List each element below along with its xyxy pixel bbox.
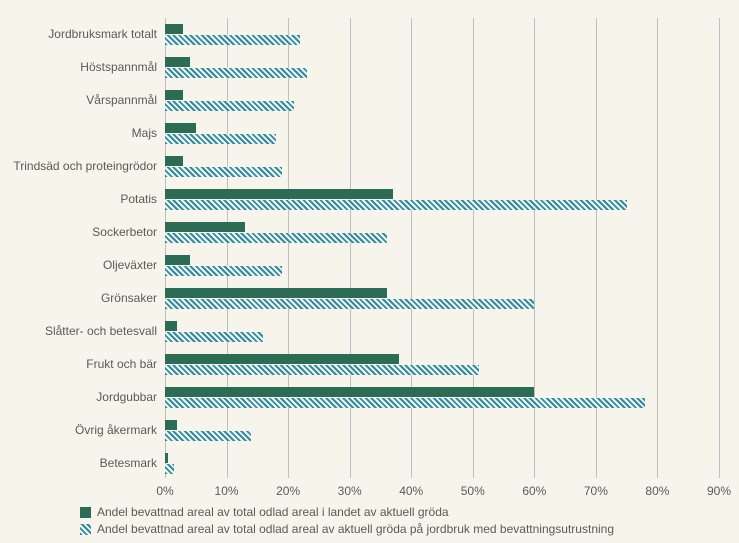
- y-axis-label: Majs: [132, 126, 157, 140]
- bar-series-0: [165, 24, 183, 34]
- bar-series-0: [165, 156, 183, 166]
- gridline: [473, 18, 474, 478]
- y-axis-label: Frukt och bär: [86, 357, 157, 371]
- x-tick-label: 70%: [584, 484, 608, 498]
- bar-series-0: [165, 288, 387, 298]
- bar-series-1: [165, 233, 387, 243]
- legend-label: Andel bevattnad areal av total odlad are…: [97, 505, 449, 519]
- legend-label: Andel bevattnad areal av total odlad are…: [97, 522, 614, 536]
- bar-series-0: [165, 255, 190, 265]
- gridline: [165, 18, 166, 478]
- bar-series-1: [165, 200, 627, 210]
- x-tick-label: 60%: [522, 484, 546, 498]
- x-tick-label: 0%: [156, 484, 173, 498]
- bar-series-1: [165, 266, 282, 276]
- y-axis-label: Potatis: [120, 192, 157, 206]
- bar-series-0: [165, 123, 196, 133]
- gridline: [596, 18, 597, 478]
- x-tick-label: 90%: [707, 484, 731, 498]
- bar-series-1: [165, 167, 282, 177]
- y-axis-label: Trindsäd och proteingrödor: [13, 159, 157, 173]
- bar-series-0: [165, 387, 534, 397]
- y-axis-label: Betesmark: [100, 456, 157, 470]
- x-tick-label: 50%: [461, 484, 485, 498]
- y-axis-label: Vårspannmål: [86, 93, 157, 107]
- y-axis-label: Slåtter- och betesvall: [45, 324, 157, 338]
- chart-container: 0% 10% 20% 30% 40% 50% 60% 70% 80% 90% Jordbruksma…: [0, 0, 739, 543]
- legend-item: Andel bevattnad areal av total odlad are…: [80, 505, 614, 519]
- bar-series-0: [165, 189, 393, 199]
- gridline: [534, 18, 535, 478]
- y-axis-label: Höstspannmål: [80, 60, 157, 74]
- x-tick-label: 30%: [338, 484, 362, 498]
- bar-series-1: [165, 35, 300, 45]
- y-axis-label: Jordgubbar: [96, 390, 157, 404]
- y-axis-label: Jordbruksmark totalt: [48, 27, 157, 41]
- bar-series-1: [165, 464, 174, 474]
- bar-series-1: [165, 134, 276, 144]
- legend-swatch: [80, 524, 91, 535]
- bar-series-1: [165, 398, 645, 408]
- bar-series-1: [165, 365, 479, 375]
- bar-series-1: [165, 101, 294, 111]
- bar-series-0: [165, 222, 245, 232]
- gridline: [288, 18, 289, 478]
- gridline: [657, 18, 658, 478]
- bar-series-0: [165, 420, 177, 430]
- gridline: [227, 18, 228, 478]
- x-tick-label: 80%: [645, 484, 669, 498]
- bar-series-1: [165, 431, 251, 441]
- gridline: [350, 18, 351, 478]
- bar-series-0: [165, 321, 177, 331]
- legend: Andel bevattnad areal av total odlad are…: [80, 505, 614, 539]
- bar-series-1: [165, 68, 307, 78]
- bar-series-0: [165, 90, 183, 100]
- x-tick-label: 10%: [215, 484, 239, 498]
- y-axis-label: Sockerbetor: [92, 225, 157, 239]
- y-axis-label: Grönsaker: [101, 291, 157, 305]
- bar-series-0: [165, 453, 168, 463]
- gridline: [719, 18, 720, 478]
- bar-series-0: [165, 354, 399, 364]
- legend-swatch: [80, 507, 91, 518]
- bar-series-0: [165, 57, 190, 67]
- x-tick-label: 40%: [399, 484, 423, 498]
- x-tick-label: 20%: [276, 484, 300, 498]
- y-axis-label: Oljeväxter: [103, 258, 157, 272]
- legend-item: Andel bevattnad areal av total odlad are…: [80, 522, 614, 536]
- gridline: [411, 18, 412, 478]
- bar-series-1: [165, 332, 263, 342]
- y-axis-label: Övrig åkermark: [75, 423, 157, 437]
- bar-series-1: [165, 299, 534, 309]
